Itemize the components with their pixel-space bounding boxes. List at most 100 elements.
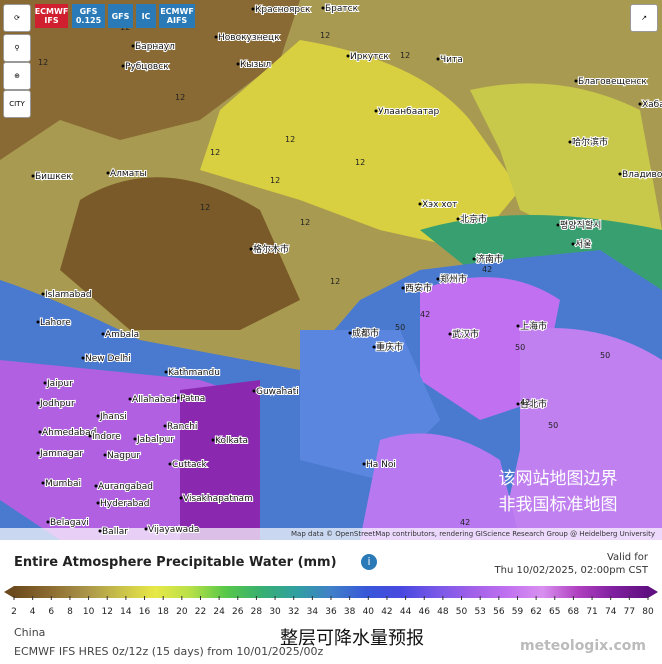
place-label: Nagpur xyxy=(107,451,140,461)
place-label: Благовещенск xyxy=(578,77,647,87)
place-label: Kolkata xyxy=(215,436,248,446)
colorbar-label: 32 xyxy=(288,607,299,617)
place-dot xyxy=(176,396,180,400)
place-dot xyxy=(571,242,575,246)
place-dot xyxy=(36,320,40,324)
place-dot xyxy=(121,64,125,68)
info-button[interactable]: i xyxy=(361,554,377,570)
colorbar: 2 4 6 8 10 12 14 16 18 20 22 24 26 28 30 32 34 36 38 40 42 44… xyxy=(4,586,658,617)
refresh-button[interactable]: ⟳ xyxy=(3,4,31,32)
contour-label: 42 xyxy=(420,310,430,319)
colorbar-label: 10 xyxy=(83,607,95,617)
colorbar-fill xyxy=(14,586,648,598)
share-button[interactable]: ↗ xyxy=(630,4,658,32)
place-label: Jodhpur xyxy=(39,399,75,409)
contour-label: 12 xyxy=(38,58,48,67)
colorbar-label: 12 xyxy=(102,607,113,617)
colorbar-label: 14 xyxy=(120,607,132,617)
place-dot xyxy=(348,331,352,335)
place-label: 重庆市 xyxy=(376,341,403,353)
colorbar-label: 50 xyxy=(456,607,468,617)
place-dot xyxy=(568,140,572,144)
place-label: Lahore xyxy=(40,318,71,328)
place-label: Aurangabad xyxy=(98,482,153,492)
place-label: Красноярск xyxy=(255,5,311,15)
place-label: Jaipur xyxy=(46,379,73,389)
place-dot xyxy=(638,102,642,106)
place-dot xyxy=(179,496,183,500)
place-dot xyxy=(211,438,215,442)
zoom-button[interactable]: ⊕ xyxy=(3,62,31,90)
caption: 整层可降水量预报 xyxy=(280,628,424,649)
place-label: Jamnagar xyxy=(39,449,83,459)
place-dot xyxy=(418,202,422,206)
place-dot xyxy=(321,6,325,10)
contour-label: 42 xyxy=(482,265,492,274)
place-label: Ahmedabad xyxy=(42,428,96,438)
map: Map data © OpenStreetMap contributors, r… xyxy=(0,0,662,540)
place-label: Visakhapatnam xyxy=(183,494,253,504)
place-dot xyxy=(163,424,167,428)
place-label: 郑州市 xyxy=(440,273,467,285)
place-dot xyxy=(214,35,218,39)
place-label: Хабаро xyxy=(642,100,662,110)
place-label: New Delhi xyxy=(85,354,131,364)
colorbar-label: 71 xyxy=(586,607,597,617)
contour-label: 12 xyxy=(355,158,365,167)
contour-label: 12 xyxy=(210,148,220,157)
place-label: Ambala xyxy=(105,330,139,340)
model-button[interactable]: GFS 0.125 xyxy=(72,4,105,28)
place-label: Бишкек xyxy=(35,172,72,182)
place-label: Hyderabad xyxy=(100,499,150,509)
place-dot xyxy=(43,381,47,385)
place-dot xyxy=(36,401,40,405)
model-button[interactable]: GFS xyxy=(108,4,133,28)
contour-label: 42 xyxy=(520,398,530,407)
locate-button[interactable]: ⚲ xyxy=(3,34,31,62)
place-label: Islamabad xyxy=(45,290,92,300)
place-label: Indore xyxy=(92,432,121,442)
contour-label: 12 xyxy=(300,218,310,227)
place-label: 西安市 xyxy=(405,282,432,294)
place-dot xyxy=(249,247,253,251)
model-button[interactable]: ECMWF IFS xyxy=(35,4,68,28)
contour-label: 42 xyxy=(460,518,470,527)
attribution: Map data © OpenStreetMap contributors, r… xyxy=(291,530,655,538)
place-dot xyxy=(46,520,50,524)
colorbar-label: 38 xyxy=(344,607,356,617)
colorbar-label: 56 xyxy=(493,607,505,617)
model-button[interactable]: IC xyxy=(136,4,156,28)
place-label: 成都市 xyxy=(352,327,379,339)
place-label: 北京市 xyxy=(460,213,487,225)
place-dot xyxy=(168,462,172,466)
place-label: Mumbai xyxy=(45,479,81,489)
place-dot xyxy=(472,257,476,261)
place-dot xyxy=(133,437,137,441)
model-button[interactable]: ECMWF AIFS xyxy=(159,4,195,28)
place-dot xyxy=(252,389,256,393)
place-label: Братск xyxy=(325,4,359,14)
place-dot xyxy=(128,397,132,401)
contour-label: 50 xyxy=(600,351,610,360)
place-dot xyxy=(94,484,98,488)
place-label: 格尔木市 xyxy=(253,243,289,255)
colorbar-label: 36 xyxy=(325,607,337,617)
place-label: Алматы xyxy=(110,169,147,179)
contour-label: 12 xyxy=(175,93,185,102)
colorbar-label: 53 xyxy=(474,607,485,617)
colorbar-label: 30 xyxy=(269,607,281,617)
colorbar-label: 48 xyxy=(437,607,449,617)
legend-title: Entire Atmosphere Precipitable Water (mm… xyxy=(14,555,337,570)
place-dot xyxy=(88,434,92,438)
contour-label: 12 xyxy=(330,277,340,286)
colorbar-label: 46 xyxy=(419,607,431,617)
brand: meteologix.com xyxy=(520,638,646,654)
colorbar-label: 26 xyxy=(232,607,244,617)
place-dot xyxy=(372,345,376,349)
colorbar-label: 24 xyxy=(213,607,225,617)
city-button[interactable]: CITY xyxy=(3,90,31,118)
colorbar-label: 34 xyxy=(307,607,319,617)
valid-label: Valid for xyxy=(606,552,648,563)
place-label: Belagavi xyxy=(50,518,89,528)
place-label: 上海市 xyxy=(520,320,547,332)
